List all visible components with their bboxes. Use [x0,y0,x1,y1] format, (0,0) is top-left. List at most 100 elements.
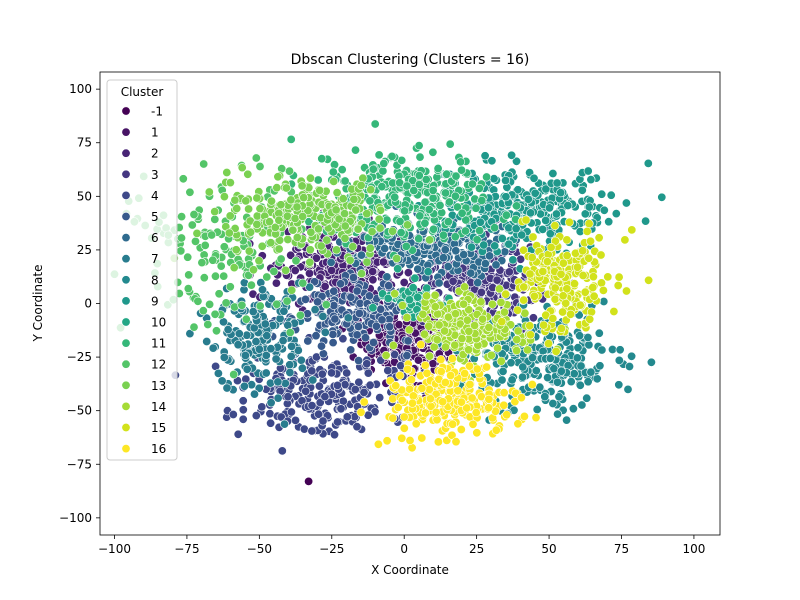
data-point [500,247,510,257]
data-point [436,355,446,365]
y-tick-label: 25 [77,243,92,257]
data-point [499,388,509,398]
data-point [178,174,188,184]
data-point [562,251,572,261]
data-point [541,184,551,194]
series-15 [497,215,654,356]
data-point [614,355,624,365]
data-point [246,227,256,237]
data-point [293,345,303,355]
data-point [254,383,264,393]
data-point [254,256,264,266]
data-point [519,411,529,421]
data-point [273,377,283,387]
data-point [531,366,541,376]
data-point [582,226,592,236]
data-point [413,355,423,365]
data-point [274,244,284,254]
data-point [266,398,276,408]
data-point [424,205,434,215]
legend-marker [121,444,131,454]
data-point [420,218,430,228]
data-point [279,419,289,429]
data-point [402,181,412,191]
data-point [286,407,296,417]
data-point [582,393,592,403]
data-point [286,250,296,260]
data-point [564,217,574,227]
legend-title: Cluster [121,85,164,99]
data-point [476,287,486,297]
data-point [490,241,500,251]
data-point [356,250,366,260]
data-point [414,180,424,190]
legend-marker [121,401,131,411]
data-point [304,476,314,486]
legend-label: -1 [151,105,163,119]
data-point [451,309,461,319]
data-point [199,159,209,169]
data-point [424,351,434,361]
data-point [607,344,617,354]
data-point [311,331,321,341]
x-tick-label: 50 [541,542,556,556]
data-point [225,178,235,188]
data-point [273,172,283,182]
data-point [424,321,434,331]
data-point [299,424,309,434]
data-point [217,376,227,386]
data-point [380,244,390,254]
data-point [447,430,457,440]
legend-marker [121,380,131,390]
data-point [219,352,229,362]
data-point [281,183,291,193]
data-point [290,265,300,275]
data-point [365,380,375,390]
data-point [357,269,367,279]
data-point [200,240,210,250]
data-point [646,357,656,367]
data-point [315,186,325,196]
data-point [362,209,372,219]
data-point [219,271,229,281]
data-point [542,257,552,267]
data-point [189,210,199,220]
data-point [594,328,604,338]
y-axis-ticks: −100 −75 −50 −25 0 25 50 75 100 [59,82,100,525]
data-point [623,384,633,394]
data-point [262,331,272,341]
data-point [433,164,443,174]
series-16 [356,340,541,453]
data-point [390,192,400,202]
data-point [512,346,522,356]
data-point [603,272,613,282]
data-point [434,278,444,288]
data-point [511,224,521,234]
data-point [349,194,359,204]
data-point [240,350,250,360]
data-point [584,253,594,263]
data-point [329,176,339,186]
x-tick-label: 75 [614,542,629,556]
data-point [577,400,587,410]
data-point [242,364,252,374]
data-point [518,362,528,372]
data-point [388,226,398,236]
data-point [282,211,292,221]
data-points [110,119,667,486]
data-point [310,305,320,315]
data-point [499,307,509,317]
series-7 [185,278,353,429]
data-point [438,253,448,263]
data-point [589,291,599,301]
data-point [422,291,432,301]
data-point [311,253,321,263]
data-point [459,299,469,309]
data-point [402,351,412,361]
data-point [392,254,402,264]
y-tick-label: −25 [67,350,92,364]
legend-label: 12 [151,358,166,372]
data-point [538,266,548,276]
data-point [382,436,392,446]
